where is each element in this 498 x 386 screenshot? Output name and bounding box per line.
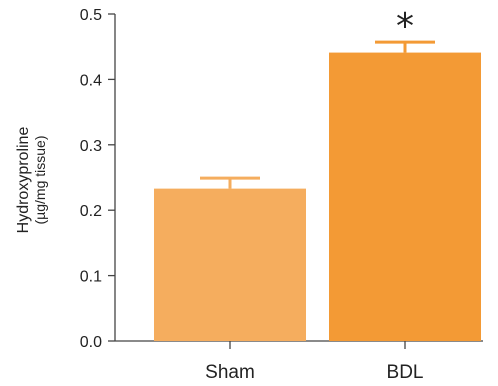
bar-bdl <box>329 52 481 341</box>
plot-area: 0.0 0.1 0.2 0.3 0.4 0.5 Sham BDL * <box>80 6 483 383</box>
y-tick-label: 0.5 <box>80 7 102 24</box>
bar-sham <box>154 188 306 341</box>
y-axis-unit-label: (µg/mg tissue) <box>32 136 48 225</box>
y-tick-label: 0.2 <box>80 203 102 220</box>
y-tick-label: 0.3 <box>80 138 102 155</box>
x-tick-label-bdl: BDL <box>387 362 424 383</box>
y-tick-label: 0.1 <box>80 269 102 286</box>
y-tick-label: 0.4 <box>80 72 102 89</box>
y-axis-label: Hydroxyproline <box>15 127 32 234</box>
y-tick-label: 0.0 <box>80 334 102 351</box>
significance-asterisk: * <box>396 6 414 47</box>
y-axis-title: Hydroxyproline (µg/mg tissue) <box>15 127 48 234</box>
x-tick-label-sham: Sham <box>205 362 255 383</box>
